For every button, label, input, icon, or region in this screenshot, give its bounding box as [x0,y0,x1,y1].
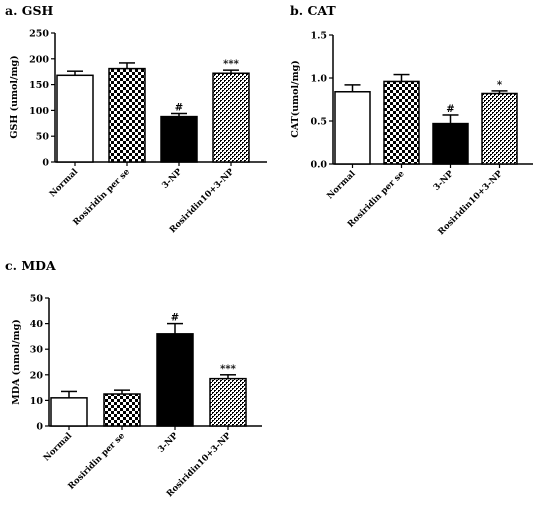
y-tick-label-mda: 50 [30,294,44,305]
significance-label-mda-2: # [171,313,179,324]
y-tick-label-gsh: 50 [36,132,50,143]
bar-gsh-2 [160,115,198,163]
y-tick-label-mda: 30 [30,345,44,356]
y-axis-label-cat: CAT(umol/mg) [290,60,301,138]
category-label-cat-2: 3-NP [432,169,456,193]
y-tick-label-gsh: 100 [29,106,49,117]
y-tick-label-gsh: 150 [29,80,49,91]
category-label-gsh-2: 3-NP [160,167,184,191]
significance-label-cat-3: * [497,80,503,91]
y-axis-label-gsh: GSH (umol/mg) [9,55,20,138]
bar-gsh-3 [212,72,250,163]
panel-title-cat: b. CAT [290,3,336,18]
y-tick-label-cat: 0.0 [310,160,327,171]
panel-mda: c. MDA MDA (nmol/mg) 0 10 20 30 40 50 NormalRo… [5,258,262,499]
bar-cat-3 [481,92,518,165]
y-tick-label-cat: 1.0 [310,74,327,85]
y-tick-label-gsh: 200 [29,54,49,65]
panel-title-mda: c. MDA [5,258,56,273]
bar-cat-2 [432,122,469,165]
bar-cat-0 [334,91,371,165]
y-tick-label-gsh: 0 [42,158,49,169]
bar-cat-1 [383,80,420,165]
category-label-mda-0: Normal [42,431,75,464]
panel-gsh: a. GSH GSH (umol/mg) 0 50 100 150 200 250 Norm… [5,3,267,235]
bar-mda-2 [156,333,194,427]
y-tick-label-cat: 1.5 [310,31,327,42]
y-tick-label-mda: 0 [36,422,43,433]
bar-gsh-1 [108,67,146,163]
bar-gsh-0 [56,74,94,163]
bar-mda-0 [50,397,88,427]
y-axis-label-mda: MDA (nmol/mg) [11,319,22,405]
category-label-gsh-1: Rosiridin per se [71,167,132,228]
y-tick-label-cat: 0.5 [310,117,327,128]
category-label-mda-1: Rosiridin per se [66,431,127,492]
significance-label-cat-2: # [446,104,454,115]
y-tick-label-mda: 20 [30,370,44,381]
significance-label-gsh-2: # [175,102,183,113]
y-tick-label-mda: 10 [30,396,44,407]
bar-mda-3 [209,377,247,427]
category-label-gsh-0: Normal [48,167,81,200]
significance-label-gsh-3: *** [223,59,239,70]
significance-label-mda-3: *** [220,364,236,375]
bar-mda-1 [103,393,141,427]
category-label-cat-0: Normal [325,169,358,202]
category-label-mda-2: 3-NP [156,431,180,455]
y-tick-label-gsh: 250 [29,29,49,40]
panel-cat: b. CAT CAT(umol/mg) 0.00.51.01.5NormalRo… [290,3,533,237]
y-tick-label-mda: 40 [30,319,44,330]
panel-title-gsh: a. GSH [5,3,54,18]
